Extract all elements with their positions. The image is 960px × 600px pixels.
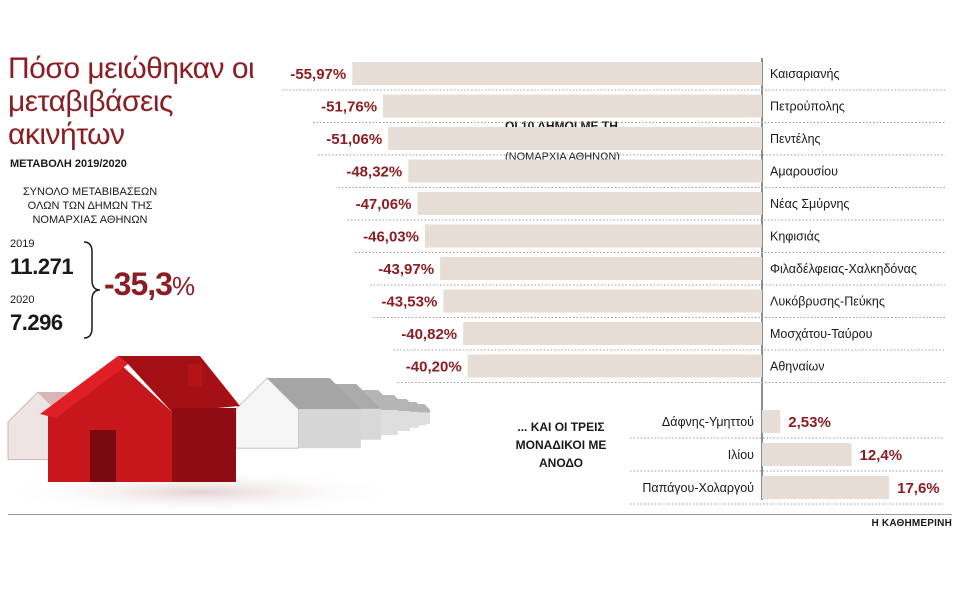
bar-increase [762, 476, 890, 499]
data-label: 2,53% [788, 414, 831, 431]
category-label: Ιλίου [728, 448, 754, 462]
category-label: Καισαριανής [770, 67, 839, 81]
chart-subtitle: ΜΕΤΑΒΟΛΗ 2019/2020 [10, 158, 127, 170]
totals-label: ΣΥΝΟΛΟ ΜΕΤΑΒΙΒΑΣΕΩΝ ΟΛΩΝ ΤΩΝ ΔΗΜΩΝ ΤΗΣ Ν… [22, 186, 158, 226]
total-2020-value: 7.296 [10, 310, 63, 335]
data-label: -46,03% [363, 229, 419, 246]
brace-icon [83, 241, 101, 339]
bar-increase [762, 443, 852, 466]
category-label: Πεντέλης [770, 132, 821, 146]
data-label: -43,97% [378, 261, 434, 278]
category-label: Αμαρουσίου [770, 165, 838, 179]
chart-title: Πόσο μειώθηκαν οι μεταβιβάσεις ακινήτων [8, 52, 255, 151]
total-2019-value: 11.271 [10, 254, 74, 279]
bar-decline [467, 354, 762, 378]
category-label: Φιλαδέλφειας-Χαλκηδόνας [770, 262, 917, 276]
category-label: Μοσχάτου-Ταύρου [770, 327, 873, 341]
red-house [40, 356, 240, 482]
houses-illustration [0, 356, 430, 512]
bar-decline [408, 159, 762, 183]
data-label: -48,32% [346, 164, 402, 181]
bar-decline [388, 127, 762, 150]
category-label: Παπάγου-Χολαργού [642, 481, 754, 495]
data-label: -40,20% [406, 359, 462, 376]
bar-decline [424, 224, 762, 248]
bar-decline [443, 289, 762, 313]
year-2019-label: 2019 [10, 238, 35, 250]
data-label: -55,97% [290, 66, 346, 83]
source-label: Η ΚΑΘΗΜΕΡΙΝΗ [871, 518, 952, 529]
bar-increase [762, 410, 781, 433]
data-label: -47,06% [356, 196, 412, 213]
data-label: 12,4% [860, 447, 903, 464]
category-label: Λυκόβρυσης-Πεύκης [770, 295, 885, 309]
bar-decline [352, 62, 762, 85]
bar-decline [440, 257, 762, 280]
total-change-value: -35,3% [104, 266, 195, 302]
rising-label: ... ΚΑΙ ΟΙ ΤΡΕΙΣ ΜΟΝΑΔΙΚΟΙ ΜΕ ΑΝΟΔΟ [515, 420, 607, 470]
category-label: Αθηναίων [770, 360, 825, 374]
data-label: -51,06% [326, 131, 382, 148]
category-label: Κηφισιάς [770, 230, 820, 244]
year-2020-label: 2020 [10, 294, 35, 306]
category-label: Δάφνης-Υμηττού [662, 415, 754, 429]
category-label: Νέας Σμύρνης [770, 197, 849, 211]
data-label: -40,82% [401, 326, 457, 343]
bar-decline [383, 94, 762, 118]
data-label: -51,76% [321, 99, 377, 116]
data-label: -43,53% [381, 294, 437, 311]
bar-decline [417, 192, 762, 215]
category-label: Πετρούπολης [770, 100, 845, 114]
data-label: 17,6% [897, 480, 940, 497]
bar-decline [463, 322, 762, 345]
baseline-rule [8, 514, 952, 515]
